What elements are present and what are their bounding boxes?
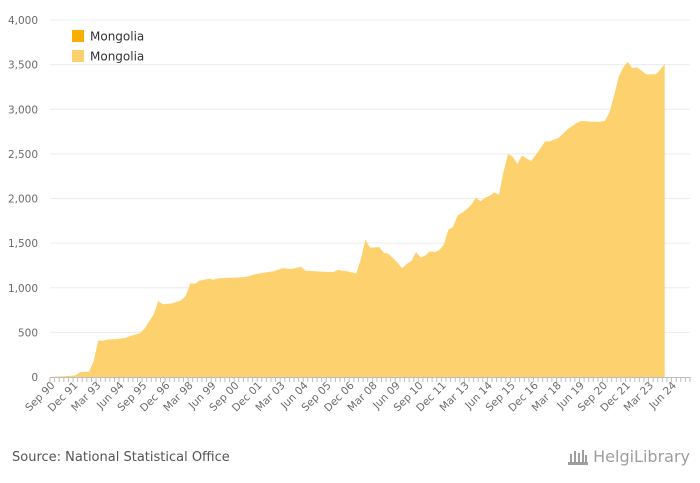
legend-label: Mongolia	[90, 30, 144, 44]
brand-name: HelgiLibrary	[593, 447, 690, 466]
y-axis-tick-labels: 0 500 1,000 1,500 2,000 2,500 3,000 3,500 4,000	[8, 15, 38, 384]
y-tick-label: 1,000	[8, 283, 38, 295]
y-tick-label: 500	[18, 327, 38, 339]
y-tick-label: 3,500	[8, 60, 38, 72]
legend-swatch	[72, 50, 84, 62]
legend-label: Mongolia	[90, 50, 144, 64]
y-tick-label: 0	[31, 372, 38, 384]
legend-item[interactable]: Mongolia	[72, 30, 144, 44]
library-building-icon	[568, 449, 589, 465]
legend-swatch	[72, 30, 84, 42]
y-tick-label: 1,500	[8, 238, 38, 250]
gridlines	[50, 19, 690, 333]
y-tick-label: 2,500	[8, 149, 38, 161]
chart: 05001,0001,5002,0002,5003,0003,5004,000 …	[8, 15, 691, 414]
legend-item[interactable]: Mongolia	[72, 50, 144, 64]
helgi-library-brand[interactable]: HelgiLibrary	[567, 447, 690, 466]
source-note: Source: National Statistical Office	[12, 450, 230, 465]
series-area-mongolia	[52, 61, 665, 378]
area-series	[52, 61, 665, 378]
legend[interactable]: Mongolia Mongolia	[72, 30, 144, 64]
y-tick-label: 4,000	[8, 15, 38, 27]
y-tick-label: 3,000	[8, 104, 38, 116]
y-tick-label: 2,000	[8, 194, 38, 206]
